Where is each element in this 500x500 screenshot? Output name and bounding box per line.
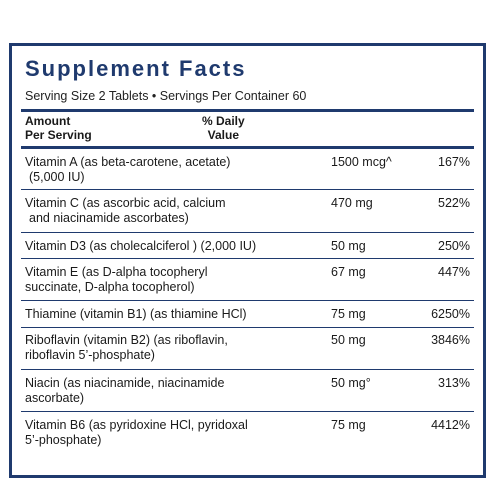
divider xyxy=(21,258,474,259)
nutrient-name-line-1: Vitamin A (as beta-carotene, acetate) xyxy=(25,155,231,169)
nutrient-name: Thiamine (vitamin B1) (as thiamine HCl) xyxy=(25,307,330,322)
divider xyxy=(21,189,474,190)
supplement-facts-panel: Supplement Facts Serving Size 2 Tablets … xyxy=(9,43,486,478)
nutrient-amount: 75 mg xyxy=(331,418,366,432)
header-value-label: Value xyxy=(207,128,240,142)
nutrient-daily-value: 6250% xyxy=(431,307,470,321)
nutrient-amount: 50 mg° xyxy=(331,376,371,390)
nutrient-amount: 50 mg xyxy=(331,333,366,347)
serving-info: Serving Size 2 Tablets • Servings Per Co… xyxy=(25,89,307,103)
nutrient-daily-value: 3846% xyxy=(431,333,470,347)
nutrient-amount: 1500 mcg^ xyxy=(331,155,392,169)
nutrient-name-line-1: Vitamin D3 (as cholecalciferol ) (2,000 … xyxy=(25,239,257,253)
nutrient-name-line-2: succinate, D-alpha tocopherol) xyxy=(25,280,195,294)
header-per-serving-label: Per Serving xyxy=(25,128,92,142)
header-amount-label: Amount xyxy=(25,114,71,128)
header-daily-label: % Daily xyxy=(202,114,245,128)
nutrient-name-line-1: Niacin (as niacinamide, niacinamide xyxy=(25,376,225,390)
panel-title: Supplement Facts xyxy=(25,56,247,81)
divider xyxy=(21,300,474,301)
nutrient-name-line-2: ascorbate) xyxy=(25,391,85,405)
nutrient-daily-value: 250% xyxy=(438,239,470,253)
nutrient-amount: 50 mg xyxy=(331,239,366,253)
nutrient-name-line-1: Vitamin E (as D-alpha tocopheryl xyxy=(25,265,208,279)
nutrient-daily-value: 522% xyxy=(438,196,470,210)
header-amount: Amount Per Serving xyxy=(25,114,92,142)
nutrient-name: Vitamin D3 (as cholecalciferol ) (2,000 … xyxy=(25,239,330,254)
nutrient-name: Riboflavin (vitamin B2) (as riboflavin, … xyxy=(25,333,330,363)
nutrient-name-line-1: Vitamin B6 (as pyridoxine HCl, pyridoxal xyxy=(25,418,248,432)
nutrient-name-line-1: Vitamin C (as ascorbic acid, calcium xyxy=(25,196,226,210)
nutrient-name: Vitamin E (as D-alpha tocopheryl succina… xyxy=(25,265,330,295)
nutrient-daily-value: 313% xyxy=(438,376,470,390)
nutrient-daily-value: 167% xyxy=(438,155,470,169)
divider xyxy=(21,146,474,149)
nutrient-name-line-1: Riboflavin (vitamin B2) (as riboflavin, xyxy=(25,333,228,347)
nutrient-name-line-2: and niacinamide ascorbates) xyxy=(29,211,189,225)
divider xyxy=(21,411,474,412)
nutrient-name-line-1: Thiamine (vitamin B1) (as thiamine HCl) xyxy=(25,307,247,321)
nutrient-daily-value: 447% xyxy=(438,265,470,279)
nutrient-amount: 470 mg xyxy=(331,196,373,210)
nutrient-name-line-2: 5’-phosphate) xyxy=(25,433,102,447)
divider xyxy=(21,109,474,112)
nutrient-name: Niacin (as niacinamide, niacinamide asco… xyxy=(25,376,330,406)
nutrient-amount: 67 mg xyxy=(331,265,366,279)
nutrient-name: Vitamin B6 (as pyridoxine HCl, pyridoxal… xyxy=(25,418,330,448)
divider xyxy=(21,369,474,370)
nutrient-name: Vitamin C (as ascorbic acid, calcium and… xyxy=(25,196,330,226)
nutrient-daily-value: 4412% xyxy=(431,418,470,432)
nutrient-name-line-2: (5,000 IU) xyxy=(29,170,85,184)
nutrient-name-line-2: riboflavin 5’-phosphate) xyxy=(25,348,155,362)
divider xyxy=(21,327,474,328)
nutrient-name: Vitamin A (as beta-carotene, acetate) (5… xyxy=(25,155,330,185)
divider xyxy=(21,232,474,233)
nutrient-amount: 75 mg xyxy=(331,307,366,321)
header-daily-value: % Daily Value xyxy=(202,114,245,142)
